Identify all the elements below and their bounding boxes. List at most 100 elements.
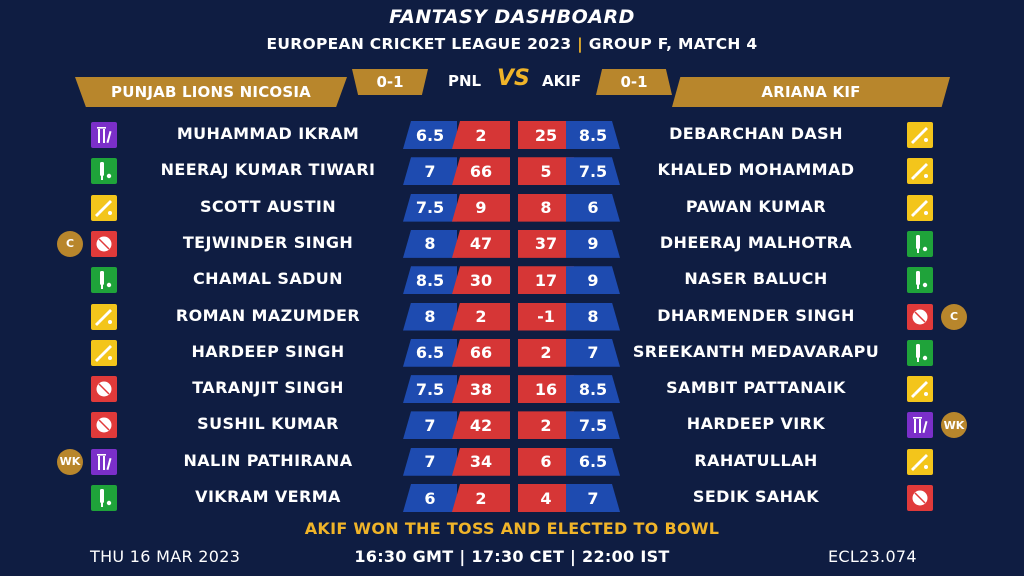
player-credit-left: 6.5 <box>403 338 457 367</box>
player-points-right: 25 <box>518 121 574 149</box>
match-code: ECL23.074 <box>828 547 917 566</box>
player-points-left: 38 <box>452 375 510 404</box>
player-name-right: SEDIK SAHAK <box>692 487 820 506</box>
player-name-left: NALIN PATHIRANA <box>183 450 353 470</box>
allrounder-role-icon <box>907 194 933 221</box>
player-name-right: KHALED MOHAMMAD <box>657 160 855 180</box>
dashboard-title: FANTASY DASHBOARD <box>389 6 635 28</box>
keeper-role-icon <box>91 448 117 475</box>
league-name: EUROPEAN CRICKET LEAGUE 2023 <box>266 35 572 53</box>
captain-badge: C <box>941 303 967 330</box>
player-credit-right: 6 <box>566 194 620 222</box>
allrounder-role-icon <box>907 448 933 475</box>
player-points-left: 66 <box>452 157 510 186</box>
player-points-right: 2 <box>518 339 574 367</box>
player-name-right: NASER BALUCH <box>684 269 828 289</box>
player-credit-left: 7 <box>403 411 457 440</box>
player-credit-left: 8.5 <box>403 266 457 295</box>
allrounder-role-icon <box>907 122 933 148</box>
team-record-left: 0-1 <box>352 69 428 95</box>
player-points-left: 47 <box>452 229 510 258</box>
player-name-right: DHARMENDER SINGH <box>657 305 855 325</box>
match-date: THU 16 MAR 2023 <box>90 547 241 566</box>
player-name-left: TEJWINDER SINGH <box>182 232 354 252</box>
player-points-right: 6 <box>518 448 574 476</box>
player-row: C TEJWINDER SINGH 8 47 37 9 DHEERAJ MALHOTRA <box>0 229 1024 259</box>
player-points-right: 2 <box>518 411 574 439</box>
player-credit-right: 8.5 <box>566 375 620 403</box>
team-abbr-right: AKIF <box>542 72 582 90</box>
player-name-left: HARDEEP SINGH <box>191 341 345 361</box>
player-credit-right: 7.5 <box>566 411 620 439</box>
player-name-right: SREEKANTH MEDAVARAPU <box>632 341 880 361</box>
player-name-left: CHAMAL SADUN <box>193 269 343 289</box>
player-credit-right: 8 <box>566 303 620 331</box>
player-points-left: 66 <box>452 338 510 367</box>
bowler-role-icon <box>907 303 933 330</box>
allrounder-role-icon <box>91 303 117 330</box>
player-credit-right: 6.5 <box>566 448 620 476</box>
player-points-left: 2 <box>452 302 510 331</box>
team-banner-left: PUNJAB LIONS NICOSIA <box>75 77 347 107</box>
allrounder-role-icon <box>91 194 117 221</box>
player-name-left: TARANJIT SINGH <box>192 378 344 398</box>
match-times: 16:30 GMT | 17:30 CET | 22:00 IST <box>354 547 670 566</box>
team-banner-right: ARIANA KIF <box>672 77 950 107</box>
player-credit-left: 7.5 <box>403 375 457 404</box>
player-points-right: 17 <box>518 266 574 294</box>
player-credit-left: 8 <box>403 229 457 258</box>
player-name-left: MUHAMMAD IKRAM <box>176 124 360 143</box>
allrounder-role-icon <box>907 158 933 185</box>
player-points-right: 16 <box>518 375 574 403</box>
keeper-role-icon <box>91 122 117 148</box>
player-name-left: ROMAN MAZUMDER <box>175 305 361 325</box>
team-record-right: 0-1 <box>596 69 672 95</box>
bowler-role-icon <box>907 485 933 511</box>
bowler-role-icon <box>91 230 117 257</box>
player-credit-left: 7 <box>403 157 457 186</box>
player-row: HARDEEP SINGH 6.5 66 2 7 SREEKANTH MEDAVARAPU <box>0 338 1024 368</box>
player-points-right: 8 <box>518 194 574 222</box>
player-credit-left: 7.5 <box>403 193 457 222</box>
player-row: MUHAMMAD IKRAM 6.5 2 25 8.5 DEBARCHAN DASH <box>0 120 1024 150</box>
player-name-right: HARDEEP VIRK <box>686 414 826 434</box>
keeper-role-icon <box>907 412 933 439</box>
player-row: VIKRAM VERMA 6 2 4 7 SEDIK SAHAK <box>0 483 1024 513</box>
allrounder-role-icon <box>91 339 117 366</box>
player-name-left: SUSHIL KUMAR <box>197 414 339 434</box>
player-points-left: 34 <box>452 447 510 476</box>
batter-role-icon <box>91 158 117 185</box>
batter-role-icon <box>907 267 933 294</box>
player-row: WK NALIN PATHIRANA 7 34 6 6.5 RAHATULLAH <box>0 447 1024 477</box>
vs-logo-icon: VS <box>497 66 530 91</box>
player-row: NEERAJ KUMAR TIWARI 7 66 5 7.5 KHALED MOHAMMA… <box>0 156 1024 186</box>
player-credit-right: 7 <box>566 484 620 512</box>
player-name-left: NEERAJ KUMAR TIWARI <box>160 160 376 180</box>
bowler-role-icon <box>91 376 117 403</box>
batter-role-icon <box>91 485 117 511</box>
subtitle-separator: | <box>577 35 584 53</box>
batter-role-icon <box>907 230 933 257</box>
player-credit-right: 8.5 <box>566 121 620 149</box>
player-name-left: SCOTT AUSTIN <box>199 196 337 216</box>
player-row: SUSHIL KUMAR 7 42 2 7.5 HARDEEP VIRK WK <box>0 410 1024 440</box>
player-row: ROMAN MAZUMDER 8 2 -1 8 DHARMENDER SINGH C <box>0 302 1024 332</box>
player-credit-left: 6.5 <box>403 121 457 149</box>
player-row: SCOTT AUSTIN 7.5 9 8 6 PAWAN KUMAR <box>0 193 1024 223</box>
player-name-right: RAHATULLAH <box>694 450 818 470</box>
team-abbr-left: PNL <box>448 72 482 90</box>
player-row: TARANJIT SINGH 7.5 38 16 8.5 SAMBIT PATTANAIK <box>0 374 1024 404</box>
wicketkeeper-badge: WK <box>57 448 83 475</box>
player-name-right: SAMBIT PATTANAIK <box>666 378 846 398</box>
match-name: GROUP F, MATCH 4 <box>588 35 758 53</box>
player-points-left: 2 <box>452 121 510 149</box>
batter-role-icon <box>91 267 117 294</box>
player-points-right: 4 <box>518 484 574 512</box>
player-points-left: 30 <box>452 266 510 295</box>
player-credit-left: 8 <box>403 302 457 331</box>
batter-role-icon <box>907 339 933 366</box>
player-name-right: DEBARCHAN DASH <box>669 124 843 143</box>
wicketkeeper-badge: WK <box>941 412 967 439</box>
player-credit-right: 9 <box>566 230 620 258</box>
player-name-right: DHEERAJ MALHOTRA <box>659 232 853 252</box>
